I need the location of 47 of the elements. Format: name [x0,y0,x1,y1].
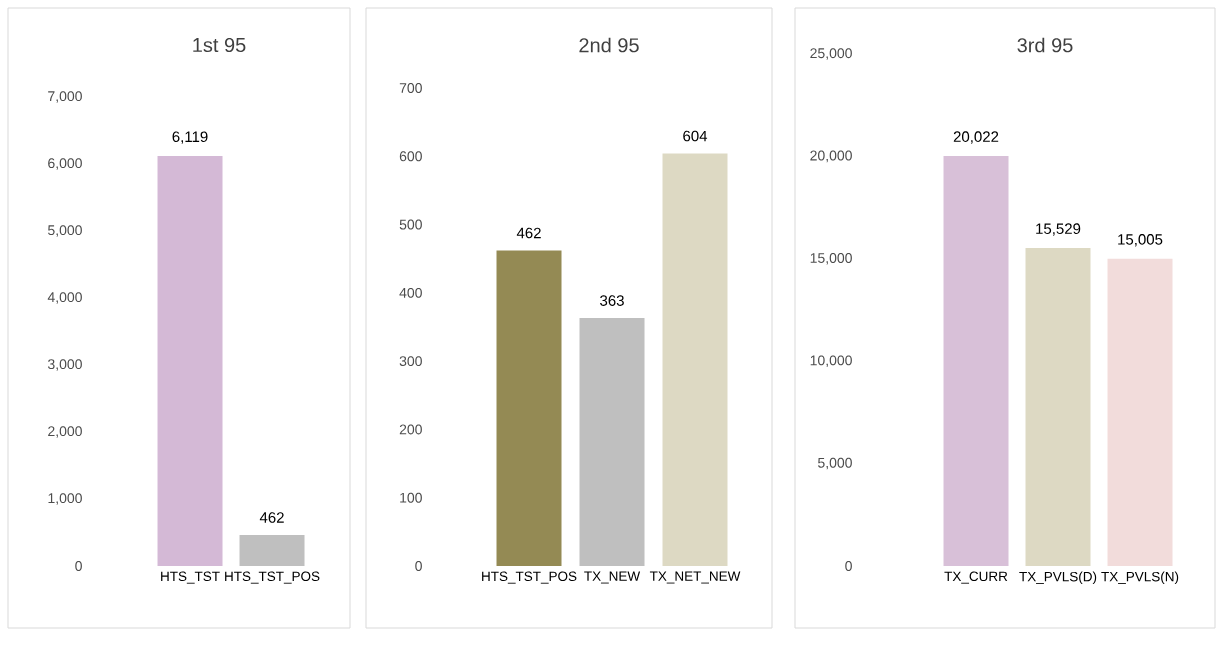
y-tick-label: 5,000 [48,225,82,237]
y-tick-label: 600 [399,151,422,162]
x-tick-label: TX_PVLS(N) [1101,571,1179,585]
x-tick-label: TX_CURR [944,571,1008,584]
bar [579,318,645,566]
y-tick-label: 5,000 [818,457,852,470]
bar [1025,247,1091,566]
y-tick-label: 1,000 [48,493,82,505]
y-tick-label: 10,000 [810,355,852,367]
chart-title: 3rd 95 [1017,37,1073,53]
x-tick-label: HTS_TST_POS [225,571,320,584]
y-tick-label: 2,000 [48,426,82,438]
x-tick-label: HTS_TST_POS [482,571,577,584]
y-tick-label: 700 [399,83,422,93]
x-tick-label: TX_PVLS(D) [1019,571,1097,585]
data-label: 15,529 [1036,223,1081,236]
y-tick-label: 15,000 [810,253,852,265]
bar [1107,258,1173,566]
y-tick-label: 0 [75,561,82,571]
bar [662,153,728,566]
y-tick-label: 4,000 [47,292,82,304]
chart-title: 1st 95 [193,37,246,53]
y-tick-label: 300 [399,356,422,367]
x-tick-label: TX_NET_NEW [649,571,741,584]
x-tick-label: TX_NEW [584,571,641,584]
data-label: 604 [683,130,708,142]
chart-title: 2nd 95 [579,37,639,53]
bar [496,250,562,566]
y-tick-label: 0 [415,561,422,571]
y-tick-label: 100 [400,492,422,503]
y-tick-label: 6,000 [48,158,82,170]
data-label: 20,022 [953,131,999,144]
y-tick-label: 25,000 [810,48,852,60]
y-tick-label: 20,000 [810,150,852,163]
x-tick-label: HTS_TST [161,571,220,584]
data-label: 6,119 [172,131,208,144]
y-tick-label: 3,000 [47,359,82,371]
y-tick-label: 400 [399,287,422,298]
data-label: 15,005 [1118,234,1163,247]
y-tick-label: 7,000 [48,91,82,103]
y-tick-label: 500 [399,219,422,230]
data-label: 462 [516,227,541,239]
y-tick-label: 200 [399,424,422,435]
data-label: 462 [259,512,284,523]
y-tick-label: 0 [845,561,852,571]
data-label: 363 [600,295,624,306]
bar [943,155,1009,566]
